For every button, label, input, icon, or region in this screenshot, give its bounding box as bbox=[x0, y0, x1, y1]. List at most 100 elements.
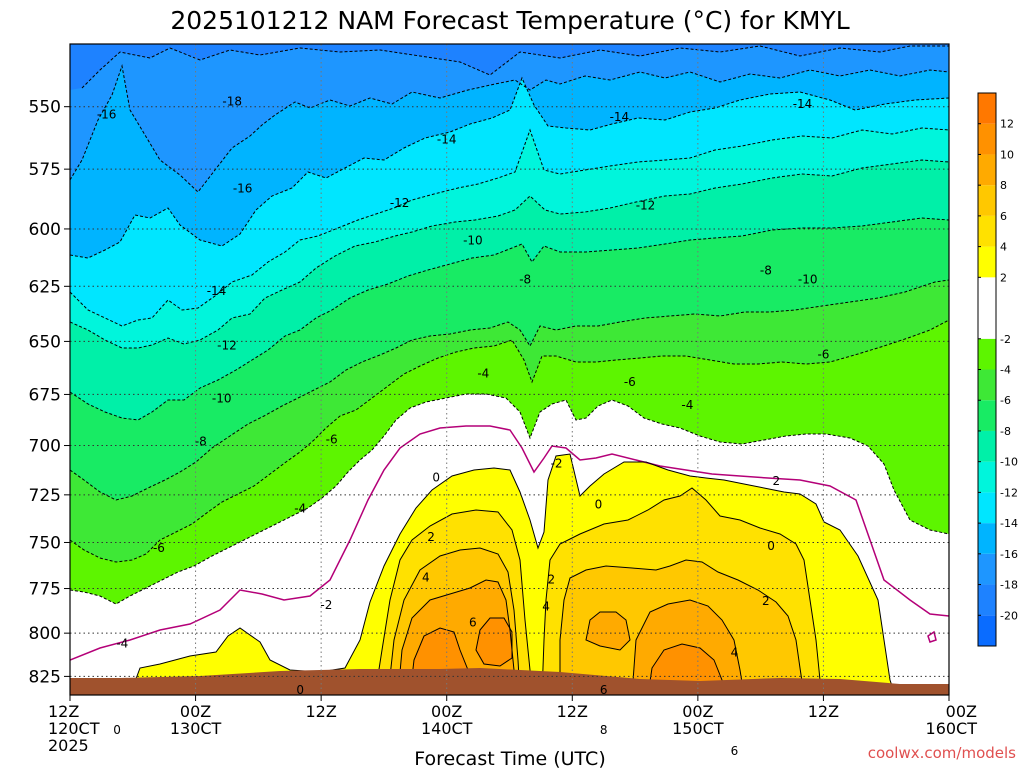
colorbar-tick-label: 10 bbox=[1000, 148, 1014, 161]
y-tick-label: 650 bbox=[29, 332, 61, 352]
colorbar-bin bbox=[978, 246, 996, 278]
contour-label: 4 bbox=[422, 571, 430, 585]
contour-label: 4 bbox=[731, 645, 739, 659]
colorbar-bin bbox=[978, 185, 996, 216]
y-tick-label: 775 bbox=[29, 580, 61, 600]
x-tick-label: 140CT bbox=[421, 719, 473, 738]
contour-label: 0 bbox=[113, 723, 121, 737]
colorbar-bin bbox=[978, 215, 996, 247]
y-tick-label: 675 bbox=[29, 385, 61, 405]
colorbar-bin bbox=[978, 523, 996, 554]
contour-label: -12 bbox=[217, 339, 237, 353]
colorbar-tick-label: 6 bbox=[1000, 210, 1007, 223]
y-tick-label: 575 bbox=[29, 160, 61, 180]
contour-label: 6 bbox=[600, 683, 608, 697]
contour-label: -10 bbox=[463, 234, 483, 248]
contour-label: 6 bbox=[469, 616, 477, 630]
colorbar-bin bbox=[978, 123, 996, 155]
contour-label: -10 bbox=[212, 392, 232, 406]
band-10-to-12b bbox=[476, 618, 512, 666]
colorbar-tick-label: -10 bbox=[1000, 456, 1018, 469]
colorbar-tick-label: -8 bbox=[1000, 425, 1011, 438]
contour-label: -12 bbox=[636, 198, 656, 212]
contour-label: -8 bbox=[195, 435, 207, 449]
contour-label: -10 bbox=[798, 273, 818, 287]
contour-label: 0 bbox=[296, 683, 304, 697]
contour-label: -2 bbox=[551, 456, 563, 470]
x-tick-label: 150CT bbox=[672, 719, 724, 738]
contour-label: -14 bbox=[207, 284, 227, 298]
colorbar-tick-label: -14 bbox=[1000, 517, 1018, 530]
y-tick-label: 625 bbox=[29, 277, 61, 297]
colorbar: 12 10 8 6 4 2 -2 -4 -6 -8 -10 -12 -14 -16 -18 -20 bbox=[977, 92, 1018, 647]
colorbar-tick-label: -16 bbox=[1000, 548, 1018, 561]
contour-label: -8 bbox=[519, 273, 531, 287]
plot-frame bbox=[69, 43, 950, 696]
x-tick-label: 12Z bbox=[808, 702, 839, 721]
colorbar-tick-label: -2 bbox=[1000, 333, 1011, 346]
contour-labels: -16 -18 -14 -14 -14 -16 -12 -12 -10 -8 -8 -10 -14 -12… bbox=[97, 95, 830, 758]
x-tick-label: 160CT bbox=[926, 719, 978, 738]
colorbar-bin bbox=[978, 430, 996, 462]
colorbar-bin bbox=[978, 615, 996, 646]
x-tick-label: 12Z bbox=[305, 702, 336, 721]
contour-label: -12 bbox=[390, 196, 410, 210]
colorbar-tick-label: -6 bbox=[1000, 394, 1011, 407]
contour-label: -14 bbox=[793, 97, 813, 111]
contour-label: 2 bbox=[762, 594, 770, 608]
y-tick-label: 725 bbox=[29, 486, 61, 506]
contour-label: -8 bbox=[760, 263, 772, 277]
contour-label: 4 bbox=[542, 600, 550, 614]
colorbar-bin bbox=[978, 369, 996, 401]
contour-label: 0 bbox=[432, 470, 440, 484]
contour-label: -18 bbox=[222, 95, 242, 109]
zero-contour-loop bbox=[927, 630, 937, 643]
colorbar-tick-label: 4 bbox=[1000, 241, 1007, 254]
band-8-to-10b bbox=[586, 612, 630, 650]
chart-title: 2025101212 NAM Forecast Temperature (°C)… bbox=[170, 6, 849, 35]
plot-area bbox=[70, 44, 949, 695]
credit-link[interactable]: coolwx.com/models bbox=[868, 744, 1016, 762]
colorbar-tick-label: 2 bbox=[1000, 271, 1007, 284]
colorbar-tick-label: -12 bbox=[1000, 486, 1018, 499]
axes: 55057560062565067570072575077580082512Z1… bbox=[29, 98, 978, 755]
contour-label: 2 bbox=[773, 474, 781, 488]
contour-label: 0 bbox=[767, 539, 775, 553]
contour-label: -4 bbox=[477, 366, 489, 380]
colorbar-tick-label: -4 bbox=[1000, 364, 1011, 377]
contour-label: 8 bbox=[600, 723, 608, 737]
colorbar-bin bbox=[978, 461, 996, 493]
x-tick-label: 12Z bbox=[48, 702, 79, 721]
contour-label: -14 bbox=[610, 110, 630, 124]
contour-label: -6 bbox=[326, 433, 338, 447]
contour-label: -6 bbox=[817, 347, 829, 361]
positive-contours bbox=[129, 453, 896, 695]
colorbar-bin bbox=[978, 93, 996, 124]
y-tick-label: 550 bbox=[29, 98, 61, 118]
colorbar-bin bbox=[978, 553, 996, 585]
zero-contour bbox=[70, 425, 949, 661]
colorbar-tick-label: 8 bbox=[1000, 179, 1007, 192]
contour-label: -4 bbox=[681, 398, 693, 412]
contour-label: -4 bbox=[116, 637, 128, 651]
x-tick-label: 12Z bbox=[557, 702, 588, 721]
ground-terrain bbox=[70, 668, 949, 695]
contour-label: -6 bbox=[153, 541, 165, 555]
contour-label: 2 bbox=[427, 530, 435, 544]
y-tick-label: 700 bbox=[29, 437, 61, 457]
contour-label: -4 bbox=[294, 501, 306, 515]
x-tick-label: 00Z bbox=[946, 702, 977, 721]
colorbar-tick-label: -20 bbox=[1000, 609, 1018, 622]
contour-label: -16 bbox=[97, 107, 117, 121]
colorbar-bin bbox=[978, 492, 996, 524]
contour-label: -2 bbox=[320, 598, 332, 612]
contour-label: 0 bbox=[595, 497, 603, 511]
x-tick-label: 00Z bbox=[682, 702, 713, 721]
contour-label: 2 bbox=[548, 572, 556, 586]
y-tick-label: 600 bbox=[29, 220, 61, 240]
x-tick-label: 120CT bbox=[48, 719, 100, 738]
colorbar-bin bbox=[978, 154, 996, 186]
contour-label: -6 bbox=[624, 375, 636, 389]
y-tick-label: 800 bbox=[29, 624, 61, 644]
